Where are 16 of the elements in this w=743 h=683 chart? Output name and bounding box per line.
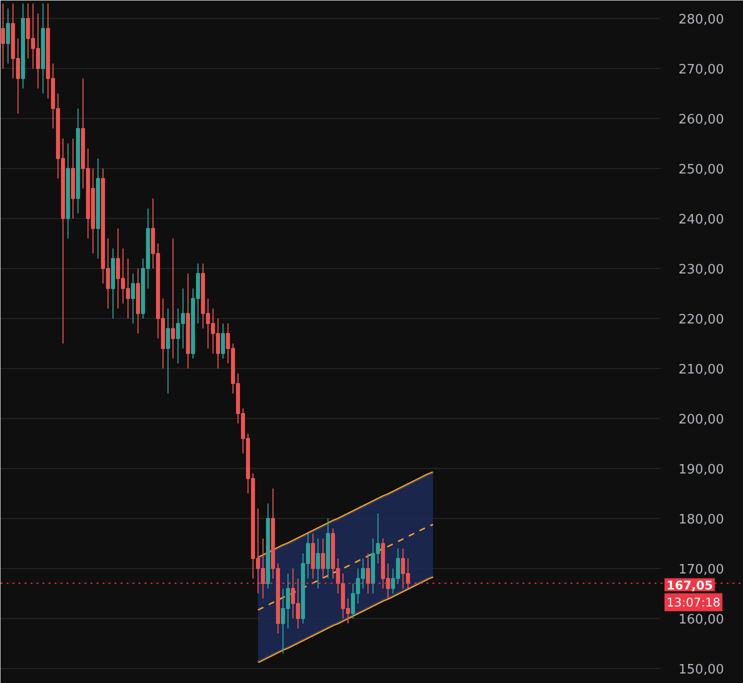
y-tick-label: 180,00	[678, 512, 724, 528]
y-tick-label: 200,00	[678, 412, 724, 428]
y-tick-label: 220,00	[678, 312, 724, 328]
y-tick-label: 170,00	[678, 562, 724, 578]
y-tick-label: 260,00	[678, 112, 724, 128]
y-tick-label: 240,00	[678, 212, 724, 228]
y-tick-label: 270,00	[678, 62, 724, 78]
y-tick-label: 150,00	[678, 662, 724, 678]
y-tick-label: 190,00	[678, 462, 724, 478]
ref-line-label: 167,05	[666, 578, 713, 592]
y-tick-label: 250,00	[678, 162, 724, 178]
y-tick-label: 230,00	[678, 262, 724, 278]
y-tick-label: 210,00	[678, 362, 724, 378]
text: 13:07:18	[666, 595, 720, 610]
y-tick-label: 160,00	[678, 612, 724, 628]
y-tick-label: 280,00	[678, 12, 724, 28]
